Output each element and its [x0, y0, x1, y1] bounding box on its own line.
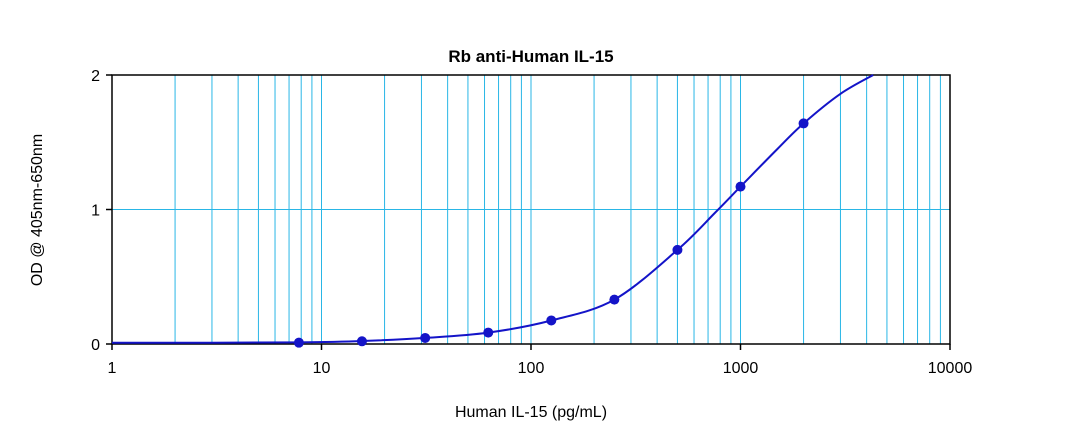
- chart-title: Rb anti-Human IL-15: [448, 47, 613, 66]
- data-point: [798, 118, 809, 129]
- data-point: [735, 181, 746, 192]
- grid: [112, 75, 950, 344]
- data-point: [483, 327, 494, 338]
- data-point: [293, 337, 304, 348]
- data-point: [672, 244, 683, 255]
- y-tick-label: 0: [91, 337, 100, 354]
- data-point: [420, 332, 431, 343]
- x-tick-label: 100: [518, 360, 545, 377]
- x-axis-label: Human IL-15 (pg/mL): [455, 404, 607, 421]
- x-tick-label: 10000: [928, 360, 973, 377]
- data-point: [609, 294, 620, 305]
- data-point: [356, 336, 367, 347]
- data-point: [546, 315, 557, 326]
- y-tick-label: 1: [91, 203, 100, 220]
- x-tick-label: 10: [313, 360, 331, 377]
- y-axis-label: OD @ 405nm-650nm: [29, 134, 46, 286]
- data-points: [293, 118, 809, 348]
- x-tick-label: 1: [108, 360, 117, 377]
- fit-curve-line: [112, 74, 874, 344]
- x-tick-label: 1000: [723, 360, 759, 377]
- y-tick-label: 2: [91, 68, 100, 85]
